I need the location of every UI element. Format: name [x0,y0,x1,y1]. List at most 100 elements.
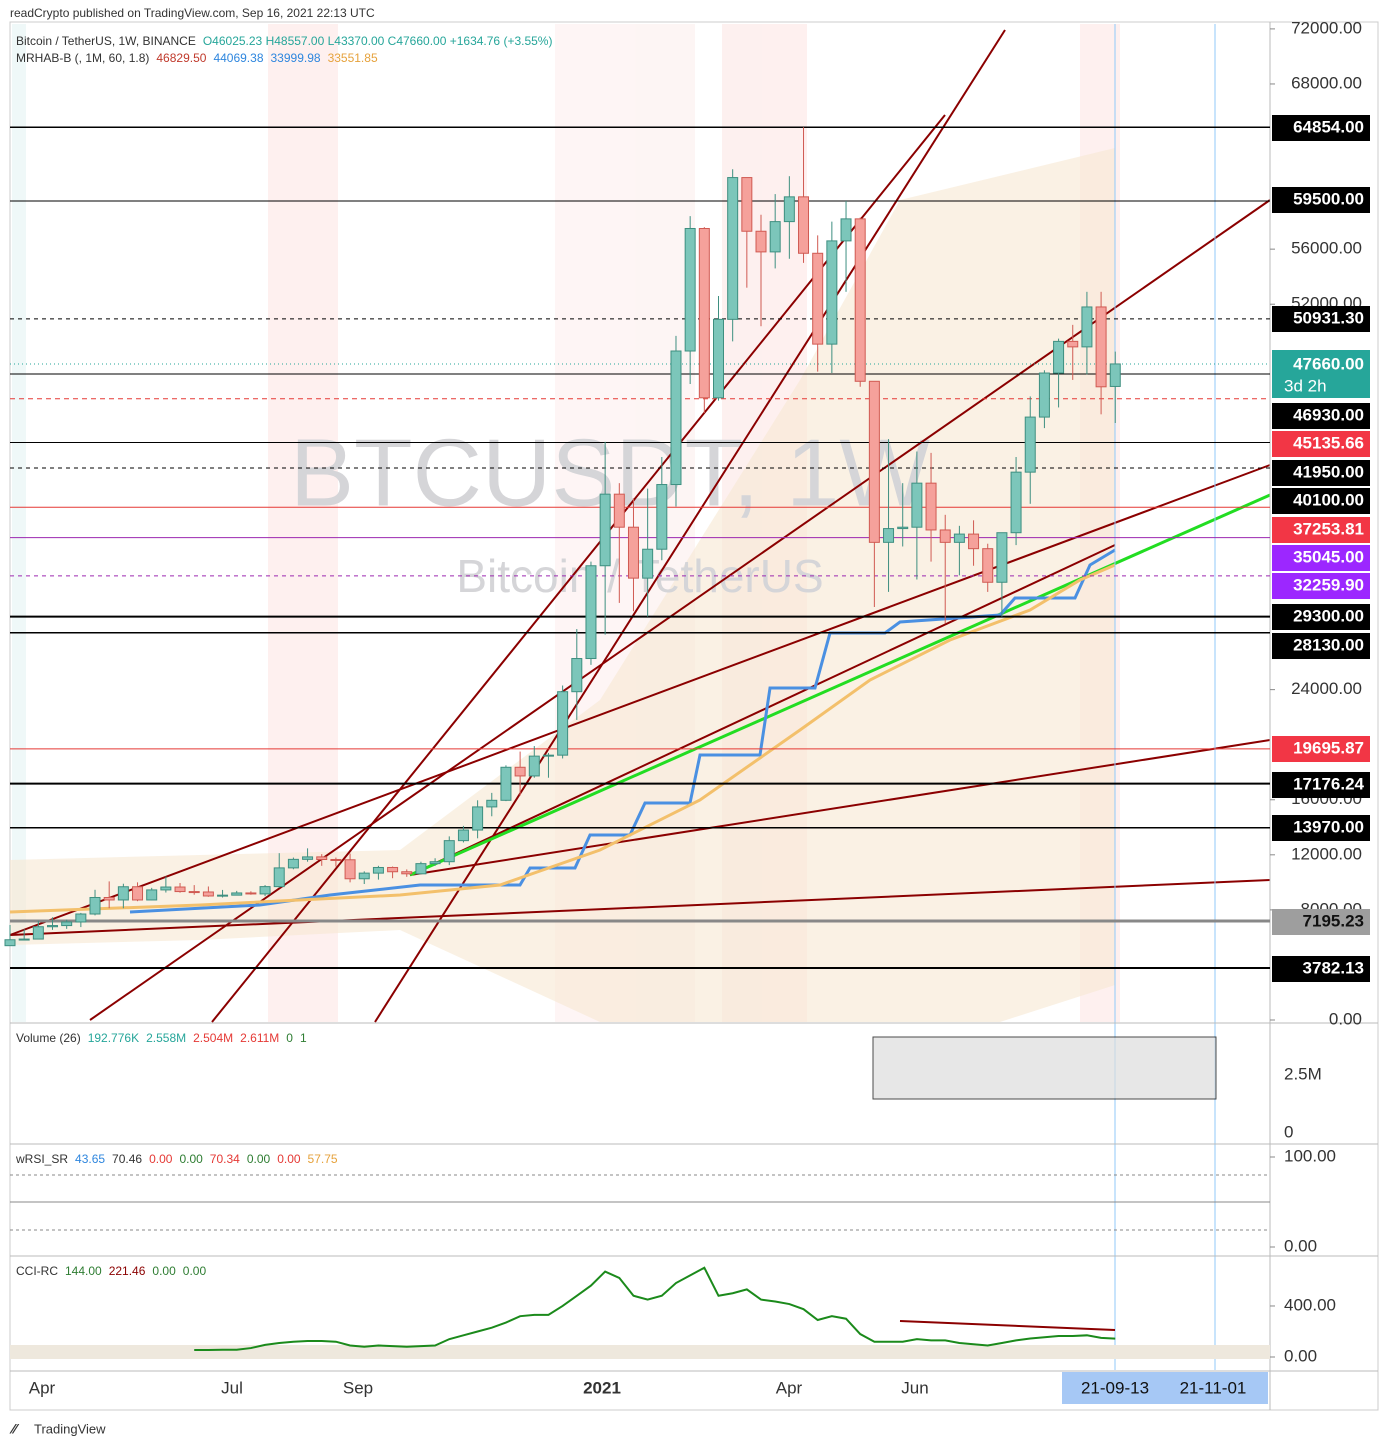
legend-item: 1 [300,1031,307,1045]
candle-body [812,252,824,345]
band [10,148,1115,1022]
candle-body [132,886,144,901]
candle-body [344,859,356,880]
level-label: 46930.00 [1293,405,1364,424]
legend-item: wRSI_SR [15,1152,68,1166]
legend-item: 0.00 [179,1152,203,1166]
level-label: 45135.66 [1293,433,1364,452]
candle-body [457,829,469,842]
level-label-bg [1272,460,1370,486]
candle-body [4,939,16,947]
level-label-bg [1272,431,1370,457]
countdown: 3d 2h [1284,376,1327,395]
level-label: 19695.87 [1293,738,1364,757]
legend-item: 46829.50 [156,51,206,65]
candle-body [542,754,554,757]
level-label: 28130.00 [1293,635,1364,654]
candle-body [925,482,937,531]
candle-body [571,658,583,693]
candle-body [883,528,895,543]
level-label: 3782.13 [1303,958,1364,977]
candle-body [202,891,214,897]
candle-body [316,856,328,860]
legend-item: 0 [286,1031,293,1045]
candle-body [528,755,540,777]
candle-body [897,526,909,530]
candle-body [713,318,724,399]
legend-item: 192.776K [88,1031,139,1045]
level-label-bg [1272,545,1370,571]
candle-body [61,921,73,927]
level-label-bg [1272,815,1370,841]
legend-item: 0.00 [183,1264,207,1278]
x-tick-label: Jul [221,1378,243,1397]
watermark-name: Bitcoin / TetherUS [456,550,823,602]
level-label-bg [1272,909,1370,935]
candle-body [656,484,668,550]
candle-body [1081,306,1093,348]
candle-body [273,867,285,888]
candle-body [287,858,299,869]
level-label: 29300.00 [1293,606,1364,625]
legend-item: O46025.23 H48557.00 L43370.00 C47660.00 … [203,34,553,48]
legend-item: Bitcoin / TetherUS, 1W, BINANCE [16,34,196,48]
candle-body [670,350,682,486]
candle-body [911,482,923,528]
legend-item: 0.00 [149,1152,173,1166]
rsi-tick-label: 0.00 [1284,1236,1317,1255]
candle-body [698,227,710,399]
candle-body [401,871,413,875]
x-tick-label: Jun [901,1378,928,1397]
cci-tick-label: 400.00 [1284,1295,1336,1314]
logo: ⁄⁄ [9,1421,19,1437]
candle-body [217,894,229,897]
legend-item: MRHAB-B (, 1M, 60, 1.8) [16,51,149,65]
candle-body [1067,340,1079,348]
level-label: 7195.23 [1303,911,1364,930]
candle-body [514,766,526,777]
candle-body [1109,363,1121,387]
level-label: 59500.00 [1293,189,1364,208]
legend-item: 2.504M [193,1031,233,1045]
x-tick-label: 21-09-13 [1081,1378,1149,1397]
candle-body [755,230,767,253]
level-label-bg [1272,604,1370,630]
frame [9,21,1379,1411]
trend-lines [9,29,1271,1023]
candle-body [1038,372,1050,418]
candle-body [89,896,101,915]
x-tick-label: Apr [776,1378,803,1397]
candle-body [47,925,59,928]
x-tick-label: Apr [29,1378,56,1397]
legend-item: 144.00 [65,1264,102,1278]
candle-body [160,886,172,891]
candle-body [302,856,314,860]
legend-item: 0.00 [152,1264,176,1278]
level-label: 17176.24 [1293,774,1364,793]
candle-body [684,227,696,352]
candle-body [854,218,866,382]
legend-item: 44069.38 [213,51,263,65]
legend-item: 57.75 [308,1152,338,1166]
candle-body [599,493,611,567]
candle-body [783,196,795,223]
level-label-bg [1272,956,1370,982]
legend-item: 43.65 [75,1152,105,1166]
x-tick-label: Sep [343,1378,373,1397]
candle-body [1024,416,1036,473]
selection-box [872,1036,1217,1100]
candle-body [741,177,753,232]
level-label-bg [1272,633,1370,659]
header: readCrypto published on TradingView.com,… [10,6,375,20]
y-tick-label: 0.00 [1329,1009,1362,1028]
candle-body [387,866,399,873]
y-tick-label: 68000.00 [1291,73,1362,92]
candle-body [231,892,243,896]
current-price-bg [1272,350,1370,398]
ma-orange [9,563,1116,914]
footer: TradingView [34,1421,106,1436]
legend-item: 33551.85 [328,51,378,65]
candle-body [642,548,654,579]
candle-body [1095,306,1107,388]
